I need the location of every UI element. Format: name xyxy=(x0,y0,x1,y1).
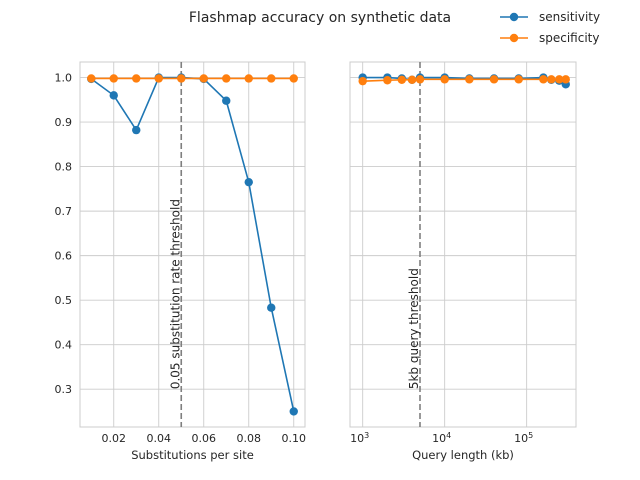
left-panel-substitution-rate: 0.02 0.04 0.06 0.08 0.10 0.3 0.4 0.5 0.6 0.7 0.8 0.… xyxy=(55,61,307,462)
threshold-label: 0.05 substitution rate threshold xyxy=(168,199,182,389)
y-tick-label: 0.8 xyxy=(55,161,73,174)
legend-marker-specificity xyxy=(509,33,519,43)
data-point-specificity xyxy=(547,75,556,84)
y-tick-label: 0.4 xyxy=(55,339,73,352)
legend-label-sensitivity: sensitivity xyxy=(539,10,600,24)
x-tick-label: 104 xyxy=(432,431,451,446)
data-point-sensitivity xyxy=(132,125,141,135)
data-point-sensitivity xyxy=(244,177,253,187)
threshold-label: 5kb query threshold xyxy=(407,268,421,389)
data-point-specificity xyxy=(383,76,392,85)
data-point-specificity xyxy=(415,75,425,84)
data-point-sensitivity xyxy=(267,303,276,312)
data-point-specificity xyxy=(87,74,96,83)
data-point-sensitivity xyxy=(109,91,118,100)
data-point-sensitivity xyxy=(289,407,298,416)
x-tick-label: 105 xyxy=(514,431,533,446)
series-line-sensitivity xyxy=(90,76,295,412)
data-point-specificity xyxy=(267,74,276,83)
data-point-specificity xyxy=(154,74,163,83)
x-tick-label: 0.08 xyxy=(237,432,262,445)
y-tick-label: 0.5 xyxy=(55,294,73,307)
data-point-sensitivity xyxy=(222,96,231,105)
y-tick-label: 0.3 xyxy=(55,383,73,396)
y-tick-label: 0.6 xyxy=(55,250,73,263)
data-point-specificity xyxy=(177,74,186,83)
axes-frame xyxy=(79,61,306,428)
data-point-specificity xyxy=(222,74,231,83)
chart-title: Flashmap accuracy on synthetic data xyxy=(189,10,451,26)
data-point-specificity xyxy=(407,75,417,85)
data-point-specificity xyxy=(465,75,474,84)
data-point-specificity xyxy=(489,75,499,84)
y-tick-label: 1.0 xyxy=(55,72,73,85)
x-tick-label: 103 xyxy=(350,431,369,446)
x-axis-label: Query length (kb) xyxy=(412,448,514,462)
data-point-specificity xyxy=(555,75,564,84)
data-point-specificity xyxy=(289,74,298,83)
x-tick-label: 0.04 xyxy=(147,432,172,445)
x-tick-label: 0.10 xyxy=(282,432,307,445)
y-tick-label: 0.9 xyxy=(55,116,73,129)
legend: sensitivity specificity xyxy=(500,10,600,45)
legend-label-specificity: specificity xyxy=(539,31,599,45)
data-point-specificity xyxy=(199,74,208,83)
data-point-specificity xyxy=(440,75,449,84)
data-point-specificity xyxy=(397,75,407,85)
data-point-specificity xyxy=(561,75,570,84)
x-tick-label: 0.06 xyxy=(192,432,217,445)
data-point-specificity xyxy=(514,75,523,84)
x-tick-label: 0.02 xyxy=(102,432,127,445)
axes-frame xyxy=(349,61,577,428)
data-point-specificity xyxy=(358,76,367,86)
data-point-specificity xyxy=(132,74,141,83)
series-line-specificity xyxy=(362,78,566,82)
data-point-specificity xyxy=(539,75,548,84)
x-axis-label: Substitutions per site xyxy=(131,448,254,462)
y-tick-label: 0.7 xyxy=(55,205,73,218)
legend-marker-sensitivity xyxy=(509,12,519,22)
data-point-specificity xyxy=(109,74,118,83)
data-point-specificity xyxy=(244,74,253,83)
